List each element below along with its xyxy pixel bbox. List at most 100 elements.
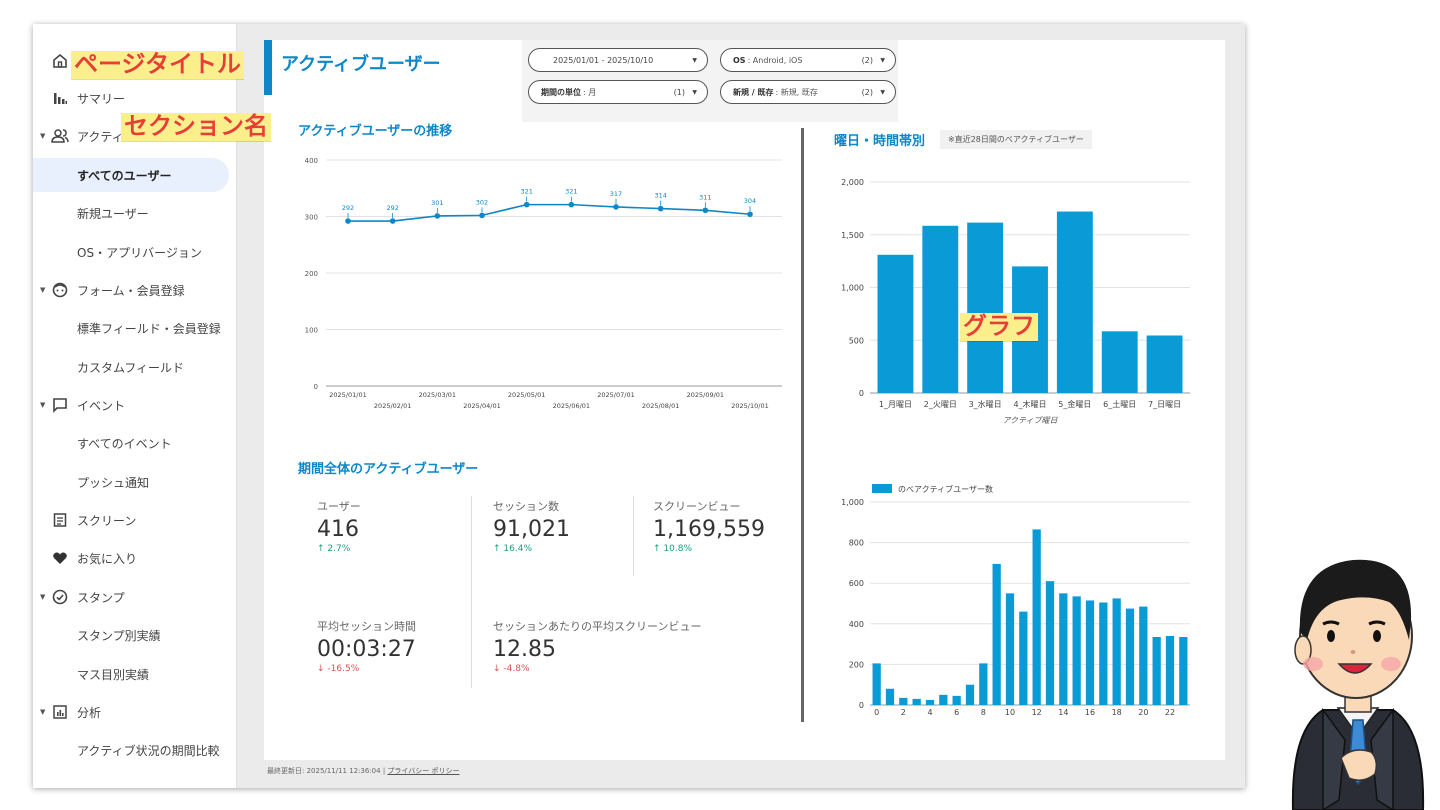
sidebar-item-16[interactable]: マス目別実績 (33, 657, 236, 691)
kpi-screenviews: スクリーンビュー 1,169,559 ↑ 10.8% (653, 498, 765, 554)
page-title-sticker: ページタイトル (71, 50, 245, 79)
sidebar-item-label: お気に入り (77, 551, 138, 566)
bar (1146, 335, 1183, 393)
series-line (348, 203, 751, 222)
os-filter-count: (2) (861, 55, 873, 65)
x-tick-label: 12 (1032, 708, 1042, 717)
sidebar-item-17[interactable]: ▼ 分析 (33, 695, 236, 729)
kpi-separator (471, 496, 472, 688)
sidebar-item-10[interactable]: すべてのイベント (33, 426, 236, 460)
sidebar-item-13[interactable]: お気に入り (33, 541, 236, 575)
bar-chart-icon (51, 89, 69, 107)
data-label: 302 (476, 198, 488, 206)
home-icon (51, 52, 69, 70)
y-tick-label: 800 (849, 539, 864, 548)
bar (899, 697, 908, 705)
sidebar-item-7[interactable]: 標準フィールド・会員登録 (33, 311, 236, 345)
report-canvas: アクティブユーザー 2025/01/01 - 2025/10/10 ▼ OS :… (264, 40, 1225, 760)
period-filter-key: 期間の単位 (541, 87, 581, 97)
date-range-filter[interactable]: 2025/01/01 - 2025/10/10 ▼ (528, 48, 708, 72)
sidebar: サマリー ▼ アクティすべてのユーザー新規ユーザー OS・アプリバージョン ▼ フォーム・… (33, 24, 237, 788)
x-tick-label: 19 (1125, 719, 1135, 720)
sidebar-item-2[interactable]: ▼ アクティ (33, 119, 236, 153)
bar (1056, 211, 1093, 393)
data-point (747, 211, 753, 218)
expand-caret-icon[interactable]: ▼ (40, 708, 46, 716)
sidebar-item-9[interactable]: ▼ イベント (33, 388, 236, 422)
bar (872, 663, 881, 705)
x-tick-label: 2025/03/01 (419, 391, 456, 399)
bar (1099, 602, 1108, 705)
os-filter[interactable]: OS : Android, iOS (2) ▼ (720, 48, 896, 72)
bar (952, 695, 961, 705)
x-tick-label: 14 (1058, 708, 1068, 717)
data-label: 301 (431, 199, 443, 207)
data-point (523, 201, 530, 208)
x-tick-label: 9 (994, 719, 999, 720)
bar (1085, 600, 1095, 705)
bar (965, 684, 975, 705)
data-point (613, 204, 619, 210)
check-circle-icon (51, 588, 69, 606)
data-label: 317 (610, 190, 622, 198)
x-tick-label: 7 (967, 719, 972, 720)
report-window: サマリー ▼ アクティすべてのユーザー新規ユーザー OS・アプリバージョン ▼ フォーム・… (33, 24, 1245, 788)
y-tick-label: 0 (859, 389, 864, 398)
x-tick-label: 2025/07/01 (597, 391, 634, 399)
sidebar-item-11[interactable]: プッシュ通知 (33, 465, 236, 499)
sidebar-item-0[interactable] (33, 44, 236, 78)
bar (967, 222, 1004, 393)
bar (1125, 608, 1135, 705)
x-tick-label: 2025/08/01 (642, 402, 679, 410)
period-filter-value: : 月 (583, 87, 597, 97)
y-tick-label: 1,500 (841, 231, 864, 240)
expand-caret-icon[interactable]: ▼ (40, 401, 46, 409)
y-tick-label: 400 (305, 157, 318, 165)
sidebar-item-label: すべてのイベント (77, 436, 172, 451)
sidebar-item-14[interactable]: ▼ スタンプ (33, 580, 236, 614)
kpi-delta: ↑ 16.4% (493, 544, 532, 554)
bar (1045, 581, 1055, 705)
data-label: 321 (565, 188, 577, 196)
data-label: 314 (654, 192, 666, 200)
sidebar-item-6[interactable]: ▼ フォーム・会員登録 (33, 273, 236, 307)
sidebar-item-8[interactable]: カスタムフィールド (33, 350, 236, 384)
y-tick-label: 500 (849, 336, 864, 345)
sidebar-item-label: スタンプ別実績 (77, 628, 161, 643)
bar (925, 699, 935, 705)
x-tick-label: 10 (1005, 708, 1015, 717)
period-unit-filter[interactable]: 期間の単位 : 月 (1) ▼ (528, 80, 708, 104)
footer-separator: | (382, 767, 386, 775)
analytics-icon (51, 703, 69, 721)
sidebar-item-15[interactable]: スタンプ別実績 (33, 618, 236, 652)
data-label: 292 (386, 204, 398, 212)
y-tick-label: 100 (305, 327, 318, 335)
businessman-illustration (1291, 559, 1425, 810)
data-point (345, 218, 351, 224)
x-tick-label: 5_金曜日 (1058, 399, 1091, 409)
sidebar-item-label: 新規ユーザー (77, 206, 149, 221)
legend-swatch (872, 484, 892, 493)
sidebar-item-1[interactable]: サマリー (33, 81, 236, 115)
date-range-value: 2025/01/01 - 2025/10/10 (553, 55, 654, 65)
x-tick-label: 2 (901, 708, 906, 717)
expand-caret-icon[interactable]: ▼ (40, 593, 46, 601)
y-tick-label: 1,000 (841, 284, 864, 293)
newret-filter-count: (2) (861, 87, 873, 97)
x-tick-label: 7_日曜日 (1148, 400, 1181, 409)
page-title: アクティブユーザー (281, 54, 441, 75)
kpi-avg-screenviews: セッションあたりの平均スクリーンビュー 12.85 ↓ -4.8% (493, 618, 701, 674)
expand-caret-icon[interactable]: ▼ (40, 286, 46, 294)
new-returning-filter[interactable]: 新規 / 既存 : 新規, 既存 (2) ▼ (720, 80, 896, 104)
kpi-value: 1,169,559 (653, 517, 765, 542)
privacy-policy-link[interactable]: プライバシー ポリシー (387, 767, 460, 775)
sidebar-item-3[interactable]: すべてのユーザー (33, 158, 229, 192)
bar (939, 694, 948, 705)
sidebar-item-18[interactable]: アクティブ状況の期間比較 (33, 733, 236, 767)
sidebar-item-5[interactable]: OS・アプリバージョン (33, 235, 236, 269)
sidebar-item-4[interactable]: 新規ユーザー (33, 196, 236, 230)
expand-caret-icon[interactable]: ▼ (40, 132, 46, 140)
sidebar-item-12[interactable]: スクリーン (33, 503, 236, 537)
sidebar-item-label: フォーム・会員登録 (77, 283, 185, 298)
bar (1059, 593, 1068, 705)
